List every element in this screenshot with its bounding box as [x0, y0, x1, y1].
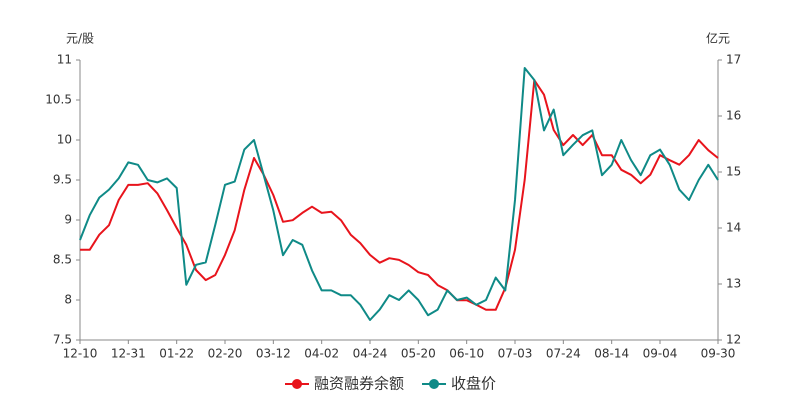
- x-tick-label: 02-20: [208, 347, 243, 361]
- y-tick-label: 10: [57, 133, 72, 147]
- x-tick-label: 12-10: [63, 347, 98, 361]
- y2-axis-label: 亿元: [706, 31, 730, 46]
- x-tick-label: 01-22: [159, 347, 194, 361]
- y2-tick-label: 14: [726, 221, 741, 235]
- y-tick-label: 8.5: [53, 253, 72, 267]
- x-tick-label: 06-10: [449, 347, 484, 361]
- y-axis-label: 元/股: [66, 32, 94, 46]
- y2-tick-label: 13: [726, 277, 741, 291]
- x-tick-label: 12-31: [111, 347, 146, 361]
- legend-label: 融资融券余额: [314, 375, 404, 393]
- y2-tick-label: 15: [726, 165, 741, 179]
- y-tick-label: 7.5: [53, 333, 72, 347]
- y2-tick-label: 16: [726, 109, 741, 123]
- x-tick-label: 09-04: [643, 347, 678, 361]
- x-tick-label: 03-12: [256, 347, 291, 361]
- x-tick-label: 07-03: [498, 347, 533, 361]
- x-tick-label: 09-30: [701, 347, 736, 361]
- y2-tick-label: 12: [726, 333, 741, 347]
- y-tick-label: 8: [64, 293, 72, 307]
- x-tick-label: 08-14: [594, 347, 629, 361]
- legend-label: 收盘价: [451, 375, 496, 393]
- y2-tick-label: 17: [726, 53, 741, 67]
- y-tick-label: 10.5: [45, 93, 72, 107]
- y-tick-label: 9: [64, 213, 72, 227]
- x-tick-label: 07-24: [546, 347, 581, 361]
- series-line: [79, 67, 719, 321]
- x-tick-label: 04-24: [353, 347, 388, 361]
- y-tick-label: 11: [57, 53, 72, 67]
- y-tick-label: 9.5: [53, 173, 72, 187]
- legend-marker: [292, 379, 302, 389]
- legend-marker: [429, 379, 440, 389]
- x-tick-label: 05-20: [401, 347, 436, 361]
- x-tick-label: 04-02: [304, 347, 339, 361]
- series-line: [80, 79, 719, 311]
